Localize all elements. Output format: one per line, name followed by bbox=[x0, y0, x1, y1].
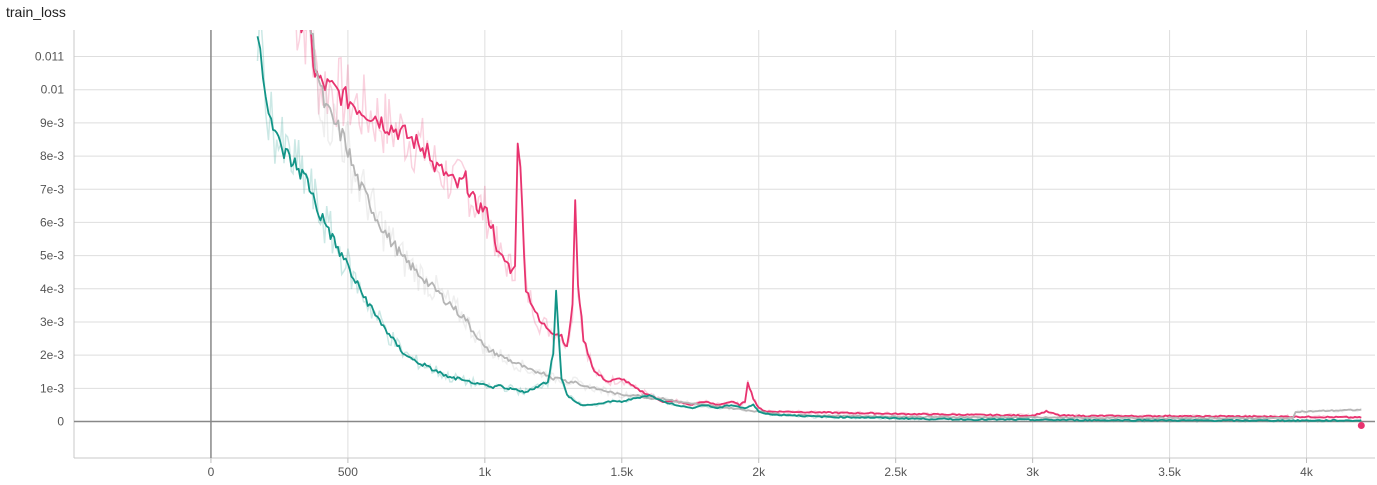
y-tick-label: 6e-3 bbox=[40, 215, 64, 229]
x-tick-label: 2k bbox=[752, 465, 766, 479]
y-tick-label: 0 bbox=[57, 415, 64, 429]
y-tick-label: 2e-3 bbox=[40, 348, 64, 362]
x-tick-label: 2.5k bbox=[884, 465, 908, 479]
y-tick-label: 0.01 bbox=[41, 83, 65, 97]
y-tick-label: 8e-3 bbox=[40, 149, 64, 163]
series-0-raw-line bbox=[295, 30, 1362, 420]
series-1-line bbox=[309, 30, 1362, 420]
y-tick-label: 9e-3 bbox=[40, 116, 64, 130]
y-tick-label: 3e-3 bbox=[40, 315, 64, 329]
axis-layer bbox=[73, 30, 1375, 459]
grid-layer bbox=[74, 30, 1375, 463]
y-tick-label: 1e-3 bbox=[40, 381, 64, 395]
chart-title: train_loss bbox=[6, 4, 66, 20]
series-layer bbox=[256, 30, 1362, 424]
x-tick-label: 4k bbox=[1300, 465, 1314, 479]
y-tick-label: 5e-3 bbox=[40, 249, 64, 263]
series-2-line bbox=[256, 36, 1362, 422]
x-tick-label: 0 bbox=[208, 465, 215, 479]
y-tick-label: 0.011 bbox=[35, 50, 64, 64]
y-tick-label: 4e-3 bbox=[40, 282, 64, 296]
x-tick-label: 1k bbox=[478, 465, 492, 479]
series-0-end-marker bbox=[1357, 422, 1365, 430]
x-tick-label: 1.5k bbox=[610, 465, 634, 479]
x-tick-label: 3k bbox=[1026, 465, 1040, 479]
series-1-raw-line bbox=[312, 30, 1362, 421]
series-0-line bbox=[300, 30, 1362, 419]
series-2-raw-line bbox=[256, 30, 1362, 424]
y-tick-label: 7e-3 bbox=[40, 182, 64, 196]
tick-label-layer: 0 1e-3 2e-3 3e-3 4e-3 5e-3 6e-3 7e-3 8e-3 9e-3 0.0… bbox=[35, 50, 1314, 479]
x-tick-label: 3.5k bbox=[1158, 465, 1182, 479]
x-tick-label: 500 bbox=[338, 465, 358, 479]
